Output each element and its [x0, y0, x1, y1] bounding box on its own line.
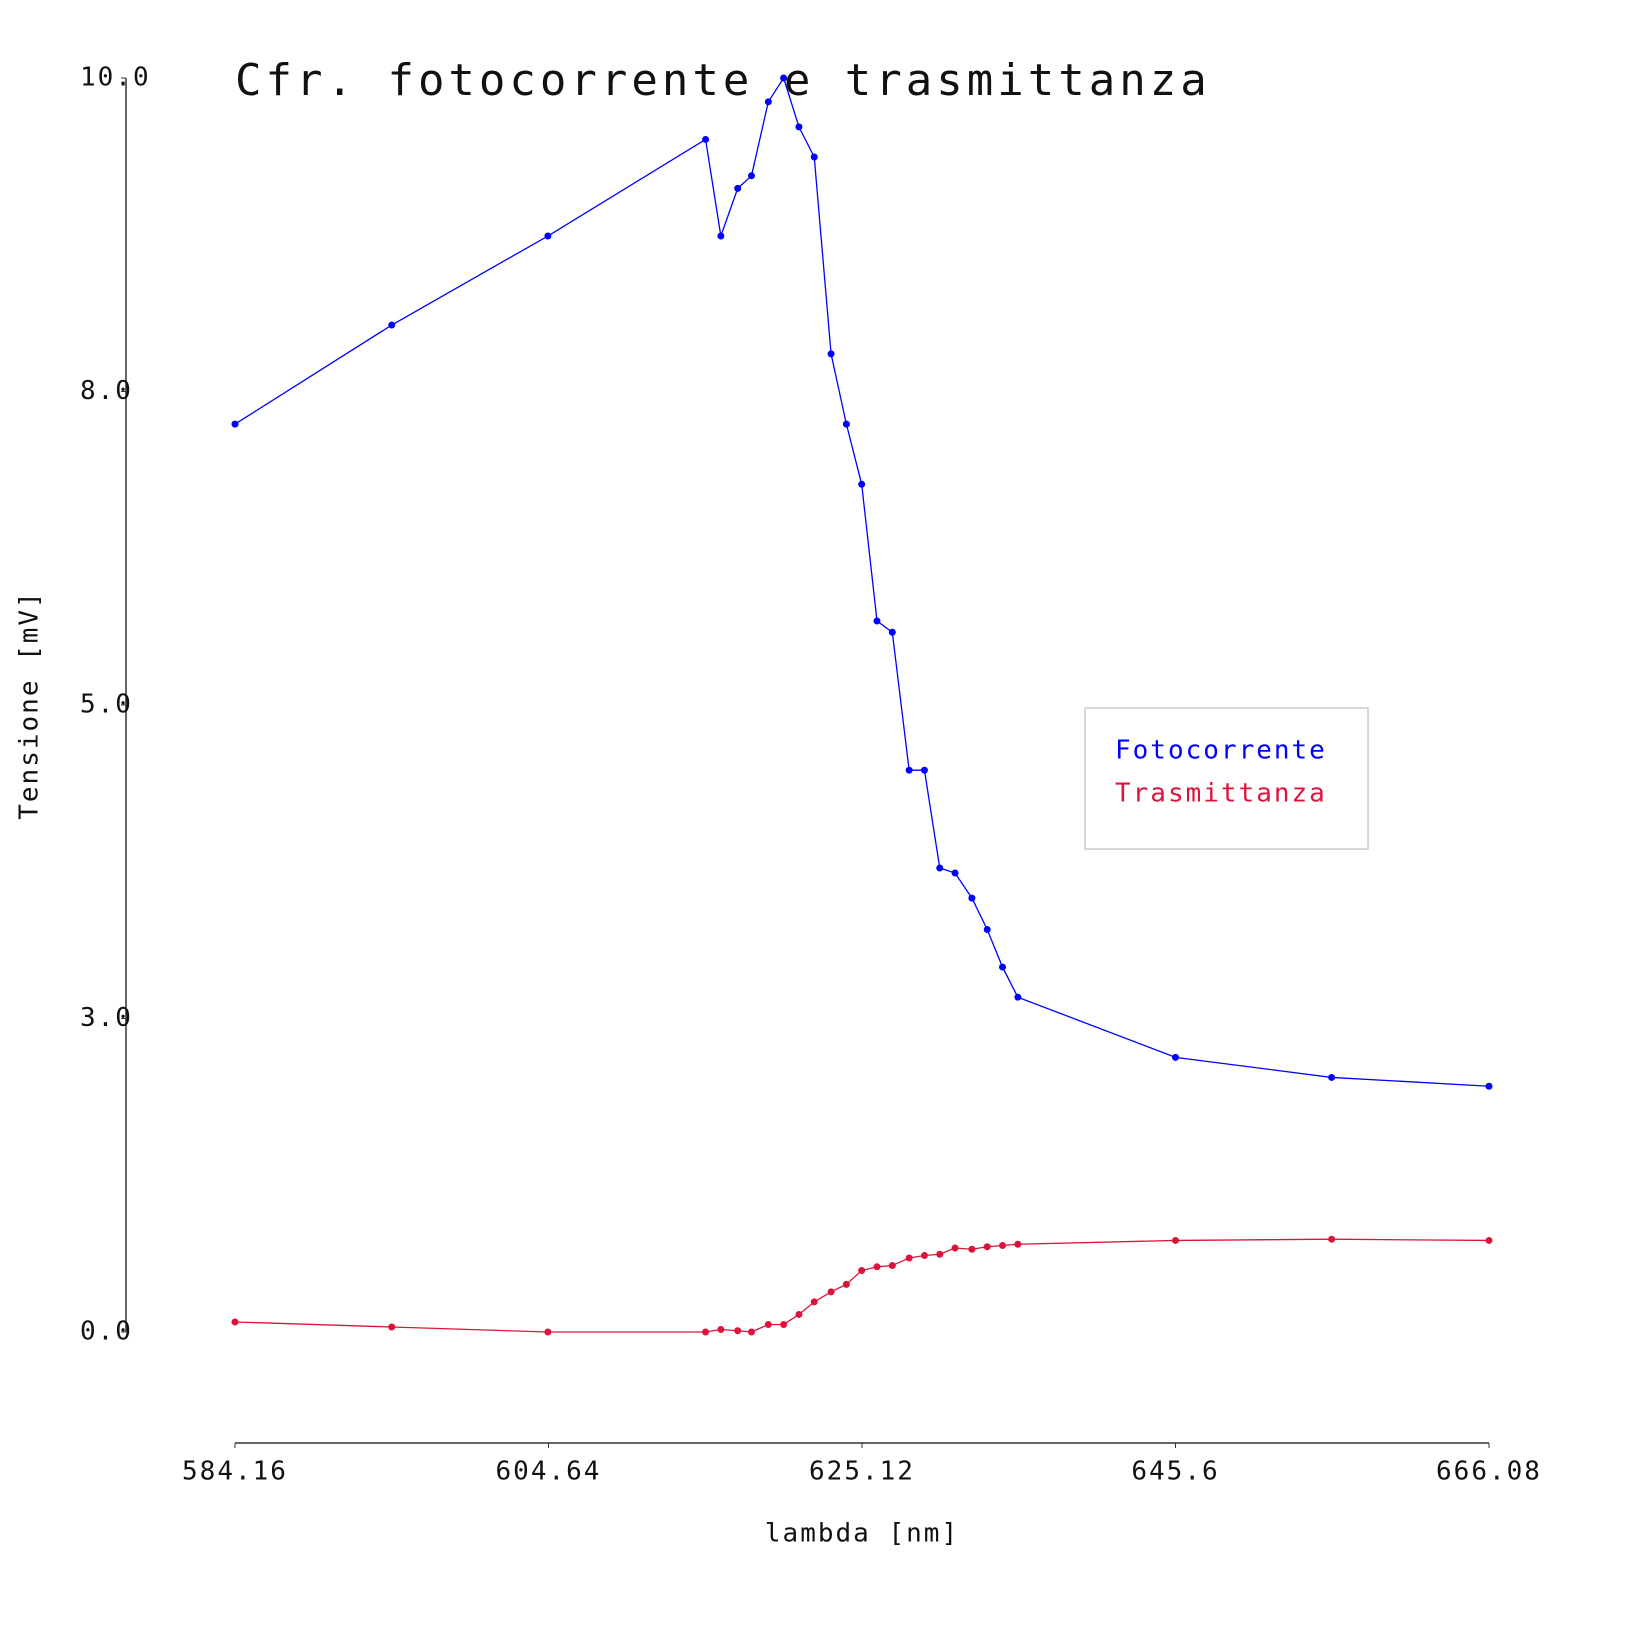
data-point: [1328, 1073, 1336, 1081]
data-point: [873, 1263, 881, 1271]
x-tick-label: 604.64: [496, 1457, 602, 1487]
chart-title: Cfr. fotocorrente e trasmittanza: [235, 55, 1211, 106]
data-point: [388, 1323, 396, 1331]
data-point: [888, 628, 896, 636]
data-point: [734, 184, 742, 192]
data-point: [810, 1298, 818, 1306]
data-point: [1172, 1236, 1179, 1244]
data-point: [1485, 1236, 1493, 1244]
legend-box: [1084, 707, 1369, 850]
data-point: [936, 864, 944, 872]
data-point: [827, 350, 835, 358]
data-point: [951, 1244, 959, 1252]
data-point: [780, 74, 788, 82]
data-point: [858, 480, 866, 488]
data-point: [734, 1327, 742, 1335]
data-point: [544, 232, 552, 240]
x-tick-label: 666.08: [1436, 1457, 1542, 1487]
data-point: [780, 1320, 788, 1328]
data-point: [983, 925, 991, 933]
data-point: [764, 98, 772, 106]
data-point: [968, 894, 976, 902]
data-point: [1172, 1053, 1179, 1061]
data-point: [951, 869, 959, 877]
data-point: [717, 232, 725, 240]
data-point: [810, 153, 818, 161]
data-point: [968, 1245, 976, 1253]
data-point: [747, 172, 755, 180]
data-point: [920, 1252, 928, 1260]
data-point: [1485, 1082, 1493, 1090]
data-point: [702, 135, 710, 143]
data-point: [920, 766, 928, 774]
legend-label: Trasmittanza: [1115, 779, 1327, 809]
data-point: [231, 1318, 239, 1326]
data-point: [873, 617, 881, 625]
data-point: [1014, 1240, 1022, 1248]
data-point: [1014, 993, 1022, 1001]
data-point: [999, 963, 1007, 971]
data-point: [888, 1262, 896, 1270]
data-point: [717, 1325, 725, 1333]
data-point: [905, 766, 913, 774]
data-point: [842, 420, 850, 428]
x-tick-label: 584.16: [182, 1457, 288, 1487]
data-point: [702, 1328, 710, 1336]
data-point: [1328, 1235, 1336, 1243]
data-point: [858, 1267, 866, 1275]
legend-label: Fotocorrente: [1115, 736, 1327, 766]
data-point: [936, 1250, 944, 1258]
y-tick-label: 10.0: [80, 63, 151, 93]
data-point: [827, 1288, 835, 1296]
data-point: [795, 123, 803, 131]
x-axis-title: lambda [nm]: [765, 1519, 959, 1549]
data-point: [983, 1243, 991, 1251]
x-tick-label: 625.12: [809, 1457, 915, 1487]
data-point: [544, 1328, 552, 1336]
data-point: [999, 1241, 1007, 1249]
series-line: [234, 1238, 1490, 1333]
data-point: [231, 420, 239, 428]
y-axis-title: Tensione [mV]: [15, 590, 45, 820]
data-point: [388, 321, 396, 329]
data-point: [747, 1328, 755, 1336]
data-point: [764, 1320, 772, 1328]
series-line: [234, 76, 1490, 1087]
x-tick-label: 645.6: [1131, 1457, 1219, 1487]
data-point: [795, 1310, 803, 1318]
data-point: [905, 1254, 913, 1262]
data-point: [842, 1280, 850, 1288]
